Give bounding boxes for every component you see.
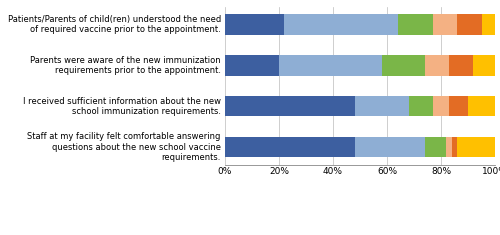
Bar	[225, 14, 284, 35]
Bar	[354, 96, 408, 117]
Bar	[225, 55, 279, 75]
Bar	[449, 55, 473, 75]
Bar	[457, 14, 481, 35]
Bar	[354, 137, 425, 157]
Bar	[382, 55, 425, 75]
Bar	[284, 14, 398, 35]
Bar	[457, 137, 495, 157]
Bar	[408, 96, 433, 117]
Bar	[225, 137, 354, 157]
Bar	[433, 96, 449, 117]
Bar	[452, 137, 457, 157]
Bar	[433, 14, 457, 35]
Bar	[449, 96, 468, 117]
Bar	[425, 55, 449, 75]
Bar	[468, 96, 495, 117]
Bar	[225, 96, 354, 117]
Bar	[398, 14, 433, 35]
Bar	[279, 55, 382, 75]
Bar	[474, 55, 495, 75]
Bar	[482, 14, 495, 35]
Bar	[425, 137, 446, 157]
Bar	[446, 137, 452, 157]
